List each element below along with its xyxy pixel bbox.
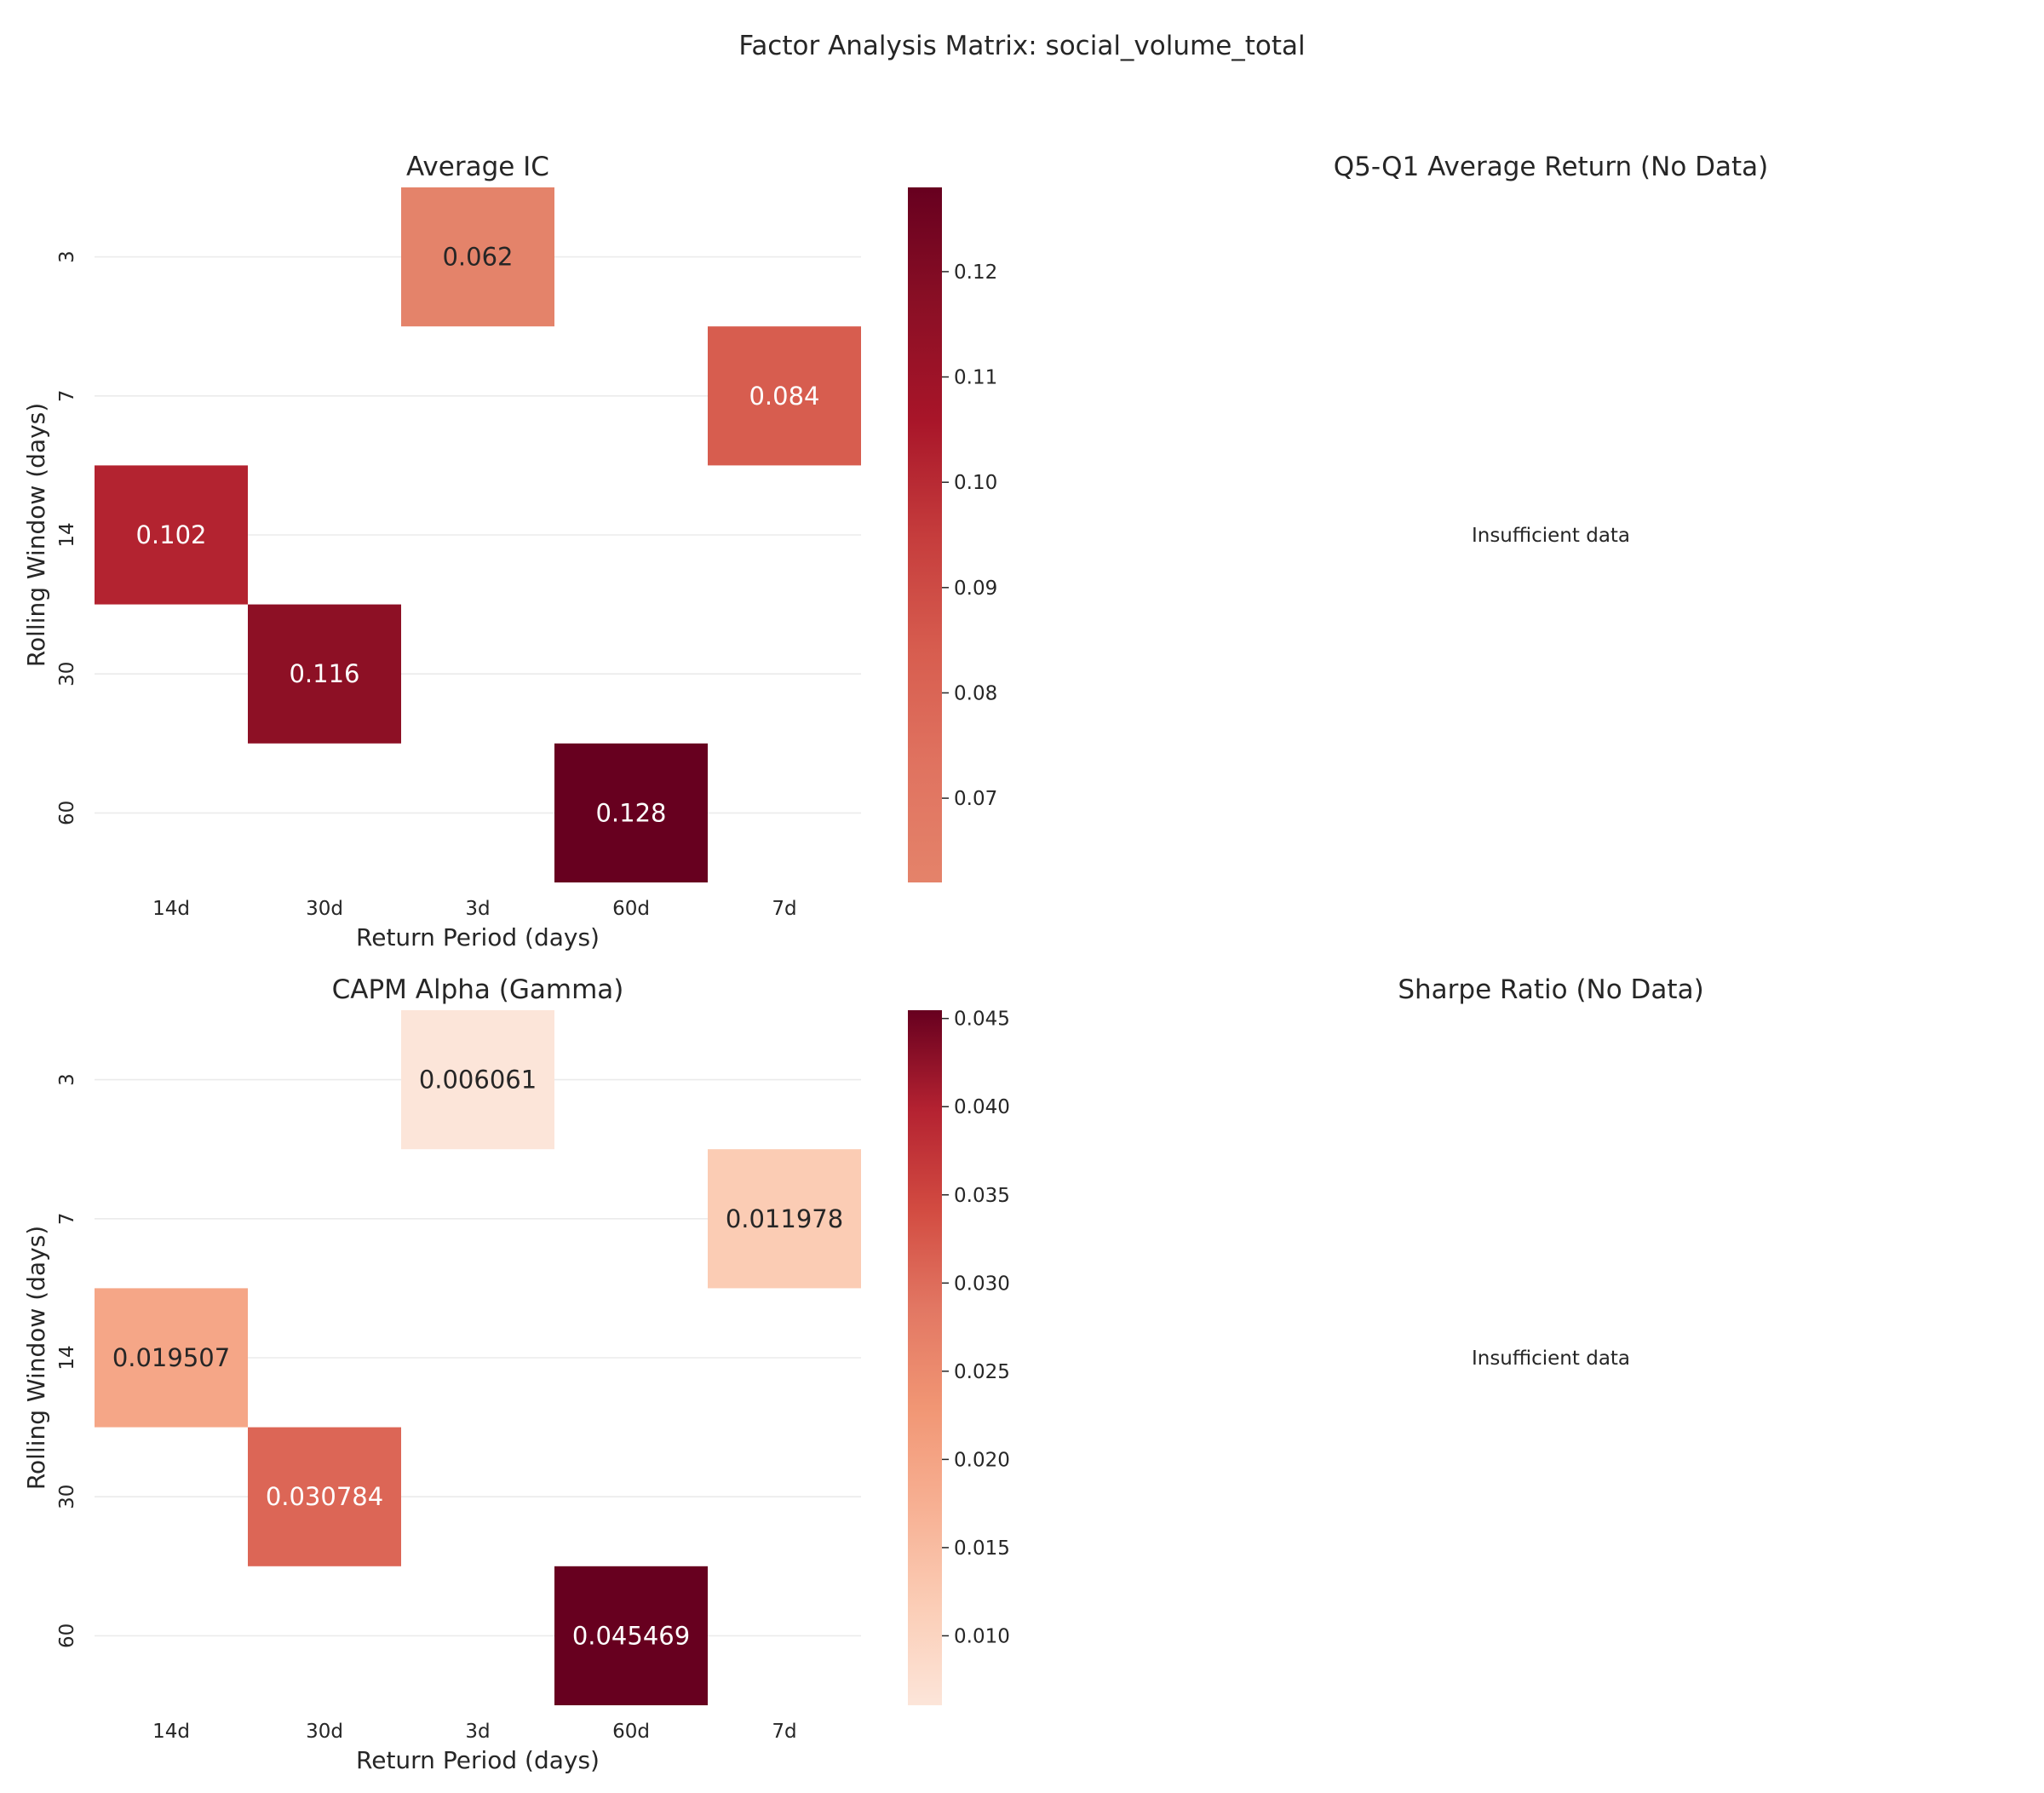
heatmap-cell — [248, 604, 401, 744]
colorbar — [908, 1010, 942, 1705]
colorbar-tick-label: 0.08 — [954, 682, 997, 704]
x-axis-label: Return Period (days) — [356, 923, 600, 951]
cell-label: 0.128 — [595, 798, 666, 827]
x-axis-label: Return Period (days) — [356, 1746, 600, 1774]
colorbar-tick-label: 0.015 — [954, 1537, 1010, 1560]
y-tick-label: 30 — [56, 662, 78, 687]
x-tick-label: 30d — [306, 898, 343, 920]
colorbar-tick-label: 0.025 — [954, 1361, 1010, 1383]
heatmap-cell — [248, 1427, 401, 1566]
x-tick-label: 3d — [465, 898, 490, 920]
cell-label: 0.011978 — [726, 1204, 843, 1233]
cell-label: 0.062 — [442, 243, 513, 272]
heatmap-cell — [401, 187, 554, 327]
heatmap-cell — [95, 465, 248, 605]
colorbar-tick-label: 0.010 — [954, 1625, 1010, 1647]
heatmap-cell — [554, 743, 708, 882]
cell-label: 0.045469 — [572, 1621, 690, 1650]
x-tick-label: 7d — [772, 898, 796, 920]
insufficient-data-message: Insufficient data — [1472, 525, 1630, 547]
cell-label: 0.116 — [289, 659, 359, 688]
figure-title: Factor Analysis Matrix: social_volume_to… — [738, 31, 1305, 61]
colorbar — [908, 187, 942, 882]
heatmap-cell — [401, 1010, 554, 1150]
heatmap-cell — [708, 326, 861, 466]
panel-title: Average IC — [406, 152, 549, 182]
empty-panel-1: Q5-Q1 Average Return (No Data) Insufficie… — [1334, 152, 1769, 547]
colorbar-tick-label: 0.10 — [954, 472, 997, 494]
colorbar-tick-label: 0.11 — [954, 367, 997, 389]
cell-label: 0.019507 — [112, 1343, 230, 1372]
x-tick-label: 60d — [612, 898, 650, 920]
y-tick-label: 7 — [56, 389, 78, 402]
y-axis-label: Rolling Window (days) — [22, 403, 50, 667]
x-tick-label: 14d — [152, 1721, 190, 1743]
panel-title: Q5-Q1 Average Return (No Data) — [1334, 152, 1769, 182]
x-tick-label: 60d — [612, 1721, 650, 1743]
colorbar-tick-label: 0.12 — [954, 261, 997, 284]
colorbar-tick-label: 0.045 — [954, 1009, 1010, 1031]
heatmap-cell — [708, 1149, 861, 1289]
y-tick-label: 60 — [56, 1623, 78, 1648]
colorbar-tick-label: 0.040 — [954, 1096, 1010, 1118]
x-tick-label: 30d — [306, 1721, 343, 1743]
cell-label: 0.084 — [749, 382, 819, 411]
colorbar-tick-label: 0.035 — [954, 1185, 1010, 1207]
x-tick-label: 3d — [465, 1721, 490, 1743]
heatmap-panel-2: CAPM Alpha (Gamma) 0.006061 0.011978 0.0195… — [22, 974, 1010, 1774]
y-tick-label: 14 — [56, 522, 78, 547]
x-tick-label: 14d — [152, 898, 190, 920]
y-tick-label: 3 — [56, 1073, 78, 1086]
cell-label: 0.030784 — [266, 1482, 383, 1511]
cell-label: 0.006061 — [419, 1066, 537, 1095]
colorbar-tick-label: 0.09 — [954, 578, 997, 600]
colorbar-tick-label: 0.020 — [954, 1449, 1010, 1471]
y-tick-label: 60 — [56, 801, 78, 825]
empty-panel-3: Sharpe Ratio (No Data) Insufficient data — [1398, 974, 1703, 1370]
cell-label: 0.102 — [135, 520, 206, 549]
panel-title: CAPM Alpha (Gamma) — [332, 974, 624, 1005]
y-tick-label: 3 — [56, 250, 78, 263]
colorbar-tick-label: 0.030 — [954, 1273, 1010, 1295]
colorbar-tick-label: 0.07 — [954, 788, 997, 810]
y-tick-label: 14 — [56, 1345, 78, 1370]
x-tick-label: 7d — [772, 1721, 796, 1743]
y-axis-label: Rolling Window (days) — [22, 1226, 50, 1490]
insufficient-data-message: Insufficient data — [1472, 1348, 1630, 1370]
heatmap-cell — [95, 1288, 248, 1428]
heatmap-cell — [554, 1566, 708, 1705]
panel-title: Sharpe Ratio (No Data) — [1398, 974, 1703, 1005]
y-tick-label: 7 — [56, 1212, 78, 1225]
y-tick-label: 30 — [56, 1485, 78, 1509]
